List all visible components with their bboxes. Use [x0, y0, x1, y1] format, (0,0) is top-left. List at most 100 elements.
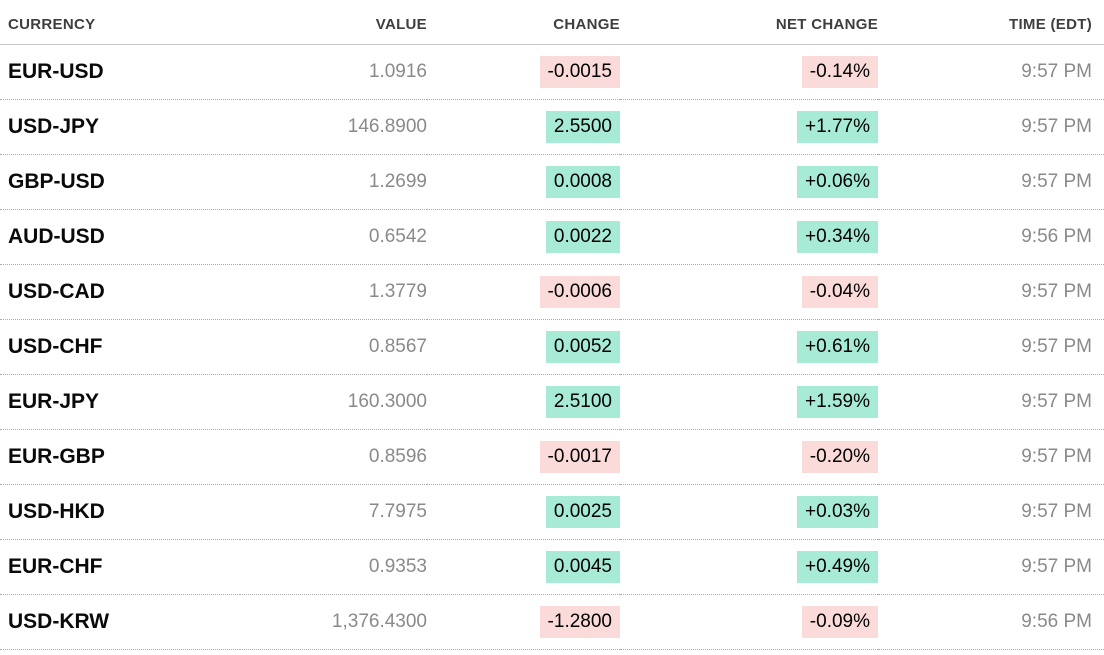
change-cell: 2.5500 [427, 99, 620, 155]
change-cell: 0.0025 [427, 484, 620, 540]
net-change-badge: +0.61% [797, 331, 878, 363]
table-row: EUR-USD 1.0916 -0.0015 -0.14% 9:57 PM [0, 44, 1104, 100]
currency-pair-link[interactable]: AUD-USD [8, 225, 105, 248]
currency-cell: USD-HKD [0, 484, 240, 540]
currency-pair-link[interactable]: EUR-USD [8, 60, 104, 83]
change-badge: -1.2800 [539, 606, 620, 638]
currency-cell: USD-JPY [0, 99, 240, 155]
currency-pair-link[interactable]: EUR-GBP [8, 445, 105, 468]
time-cell: 9:57 PM [878, 154, 1104, 210]
currency-cell: AUD-USD [0, 209, 240, 265]
time-cell: 9:57 PM [878, 539, 1104, 595]
time-cell: 9:56 PM [878, 209, 1104, 265]
table-row: USD-JPY 146.8900 2.5500 +1.77% 9:57 PM [0, 99, 1104, 155]
net-change-badge: +0.03% [797, 496, 878, 528]
value-cell: 1.2699 [240, 154, 427, 210]
currency-cell: USD-CHF [0, 319, 240, 375]
change-cell: 2.5100 [427, 374, 620, 430]
time-cell: 9:57 PM [878, 44, 1104, 100]
time-cell: 9:57 PM [878, 99, 1104, 155]
change-cell: -1.2800 [427, 594, 620, 650]
value-cell: 1,376.4300 [240, 594, 427, 650]
change-cell: -0.0015 [427, 44, 620, 100]
net-change-cell: +0.03% [620, 484, 878, 540]
table-row: EUR-JPY 160.3000 2.5100 +1.59% 9:57 PM [0, 374, 1104, 430]
column-header: TIME (EDT) [878, 0, 1104, 45]
change-badge: 0.0045 [545, 551, 620, 583]
table-body: EUR-USD 1.0916 -0.0015 -0.14% 9:57 PM US… [0, 44, 1104, 650]
value-cell: 0.9353 [240, 539, 427, 595]
value-cell: 160.3000 [240, 374, 427, 430]
value-cell: 7.7975 [240, 484, 427, 540]
net-change-badge: +0.06% [797, 166, 878, 198]
column-header: VALUE [240, 0, 427, 45]
net-change-cell: -0.20% [620, 429, 878, 485]
table-row: USD-CAD 1.3779 -0.0006 -0.04% 9:57 PM [0, 264, 1104, 320]
currency-pair-link[interactable]: USD-KRW [8, 610, 110, 633]
currency-cell: EUR-JPY [0, 374, 240, 430]
table-header-row: CURRENCY VALUE CHANGE NET CHANGE TIME (EDT) [0, 0, 1104, 45]
table-row: AUD-USD 0.6542 0.0022 +0.34% 9:56 PM [0, 209, 1104, 265]
value-cell: 0.8596 [240, 429, 427, 485]
currency-cell: USD-KRW [0, 594, 240, 650]
change-cell: 0.0052 [427, 319, 620, 375]
value-cell: 146.8900 [240, 99, 427, 155]
change-badge: -0.0017 [539, 441, 620, 473]
table-row: EUR-CHF 0.9353 0.0045 +0.49% 9:57 PM [0, 539, 1104, 595]
currency-pair-link[interactable]: USD-HKD [8, 500, 105, 523]
net-change-badge: +0.49% [797, 551, 878, 583]
currency-pair-link[interactable]: GBP-USD [8, 170, 105, 193]
change-badge: -0.0015 [539, 56, 620, 88]
value-cell: 1.0916 [240, 44, 427, 100]
net-change-cell: +1.59% [620, 374, 878, 430]
net-change-badge: -0.09% [801, 606, 878, 638]
time-cell: 9:56 PM [878, 594, 1104, 650]
net-change-cell: +0.06% [620, 154, 878, 210]
currency-cell: GBP-USD [0, 154, 240, 210]
change-badge: 0.0008 [545, 166, 620, 198]
currency-cell: EUR-CHF [0, 539, 240, 595]
column-header: NET CHANGE [620, 0, 878, 45]
currency-pair-link[interactable]: USD-CAD [8, 280, 105, 303]
net-change-cell: -0.04% [620, 264, 878, 320]
change-cell: 0.0008 [427, 154, 620, 210]
currency-pair-link[interactable]: EUR-CHF [8, 555, 103, 578]
time-cell: 9:57 PM [878, 264, 1104, 320]
table-row: USD-CHF 0.8567 0.0052 +0.61% 9:57 PM [0, 319, 1104, 375]
change-badge: 2.5100 [545, 386, 620, 418]
net-change-badge: -0.14% [801, 56, 878, 88]
currency-pair-link[interactable]: USD-CHF [8, 335, 103, 358]
net-change-cell: +0.61% [620, 319, 878, 375]
column-header: CHANGE [427, 0, 620, 45]
time-cell: 9:57 PM [878, 429, 1104, 485]
change-badge: 2.5500 [545, 111, 620, 143]
change-cell: -0.0006 [427, 264, 620, 320]
time-cell: 9:57 PM [878, 374, 1104, 430]
net-change-cell: -0.09% [620, 594, 878, 650]
net-change-cell: -0.14% [620, 44, 878, 100]
currency-pair-link[interactable]: EUR-JPY [8, 390, 100, 413]
table-row: USD-KRW 1,376.4300 -1.2800 -0.09% 9:56 P… [0, 594, 1104, 650]
change-cell: -0.0017 [427, 429, 620, 485]
currency-cell: EUR-USD [0, 44, 240, 100]
net-change-cell: +0.34% [620, 209, 878, 265]
change-cell: 0.0022 [427, 209, 620, 265]
column-header: CURRENCY [0, 0, 240, 45]
table-row: EUR-GBP 0.8596 -0.0017 -0.20% 9:57 PM [0, 429, 1104, 485]
time-cell: 9:57 PM [878, 319, 1104, 375]
currency-pair-link[interactable]: USD-JPY [8, 115, 100, 138]
change-cell: 0.0045 [427, 539, 620, 595]
currency-cell: USD-CAD [0, 264, 240, 320]
change-badge: 0.0025 [545, 496, 620, 528]
net-change-cell: +0.49% [620, 539, 878, 595]
table-row: USD-HKD 7.7975 0.0025 +0.03% 9:57 PM [0, 484, 1104, 540]
change-badge: -0.0006 [539, 276, 620, 308]
net-change-badge: -0.04% [801, 276, 878, 308]
currency-cell: EUR-GBP [0, 429, 240, 485]
value-cell: 1.3779 [240, 264, 427, 320]
net-change-badge: -0.20% [801, 441, 878, 473]
change-badge: 0.0022 [545, 221, 620, 253]
net-change-cell: +1.77% [620, 99, 878, 155]
net-change-badge: +0.34% [797, 221, 878, 253]
table-row: GBP-USD 1.2699 0.0008 +0.06% 9:57 PM [0, 154, 1104, 210]
